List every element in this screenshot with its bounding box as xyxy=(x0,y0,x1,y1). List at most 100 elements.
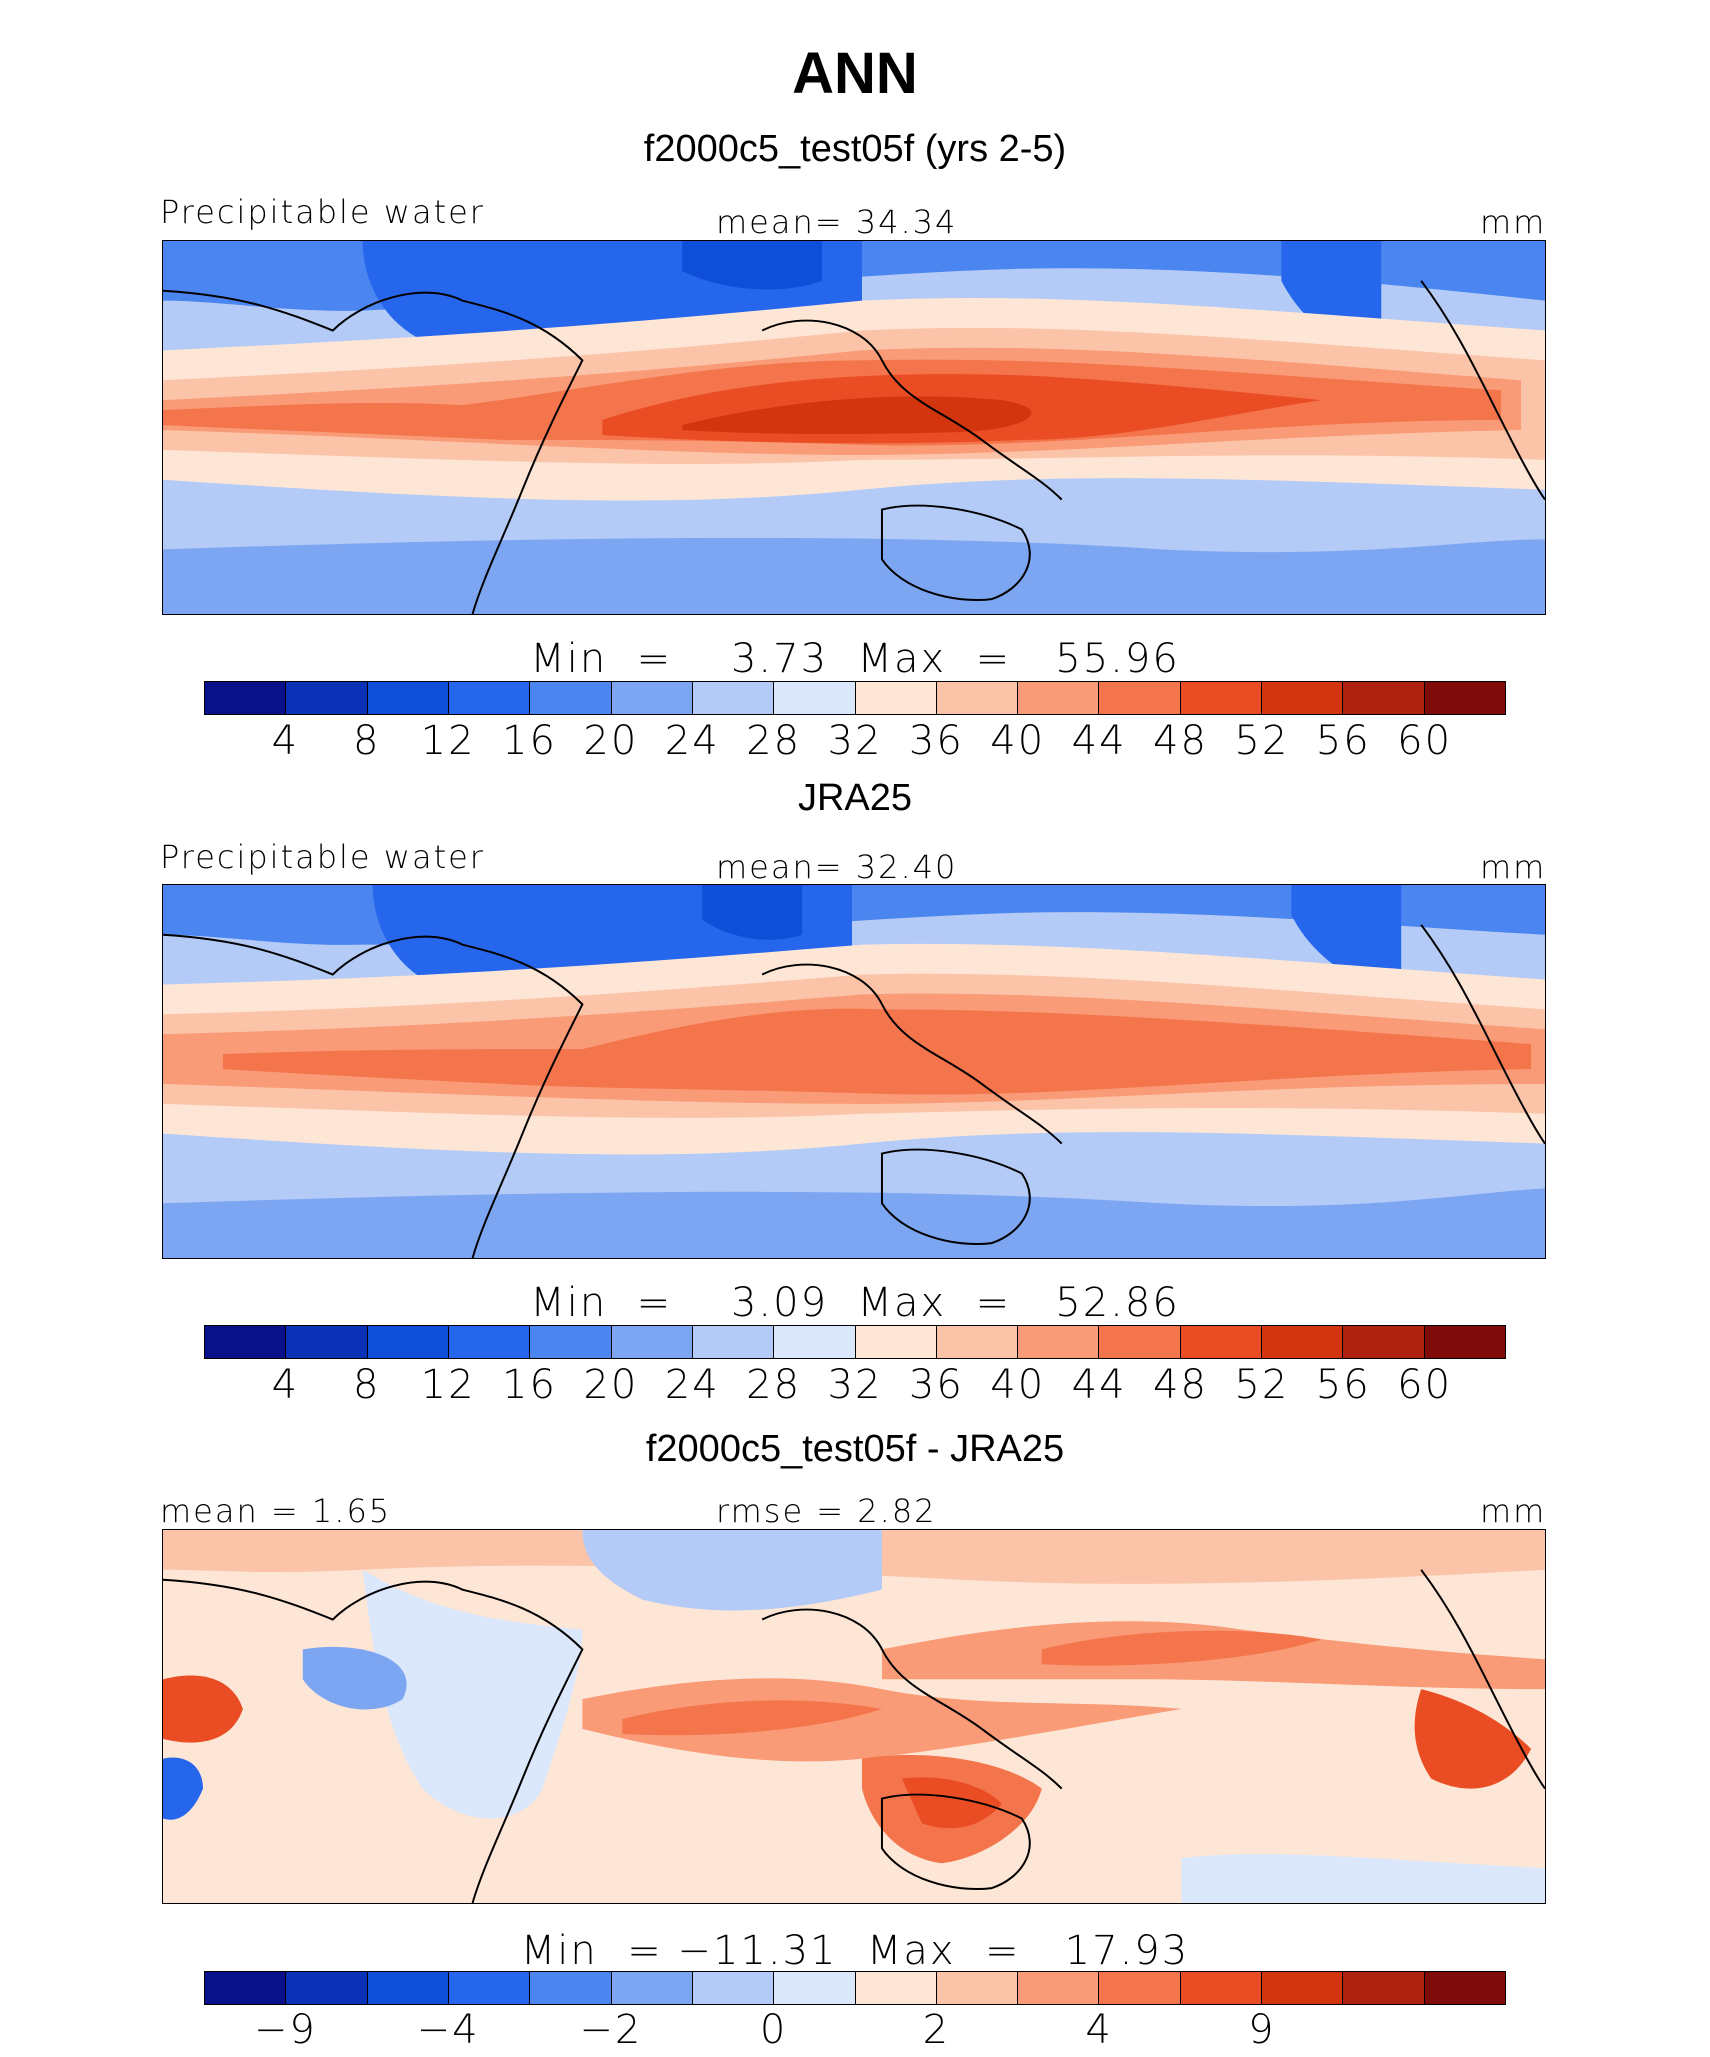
colorbar-tick-label: 4 xyxy=(1085,2007,1113,2053)
colorbar-ticks: 4 8 12 16 20 24 28 32 36 40 44 48 52 56 60 xyxy=(0,1362,1710,1412)
colorbar xyxy=(204,681,1506,715)
colorbar-tick-label: 24 xyxy=(664,718,720,764)
colorbar-tick-label: 28 xyxy=(746,1362,802,1408)
field-label: Precipitable water xyxy=(160,193,485,231)
colorbar-swatch xyxy=(611,682,693,714)
colorbar-tick-label: 12 xyxy=(420,1362,476,1408)
colorbar-swatch xyxy=(692,1972,775,2004)
colorbar-tick-label: 40 xyxy=(990,718,1046,764)
colorbar-tick-label: 4 xyxy=(271,1362,300,1408)
colorbar-swatch xyxy=(1424,1326,1505,1358)
colorbar-swatch xyxy=(448,1972,531,2004)
mean-label: mean = 1.65 xyxy=(160,1492,392,1530)
units-label: mm xyxy=(1480,203,1547,241)
colorbar-tick-label: 40 xyxy=(990,1362,1046,1408)
colorbar-tick-label: 36 xyxy=(908,1362,964,1408)
colorbar-swatch xyxy=(367,1972,449,2004)
colorbar-swatch xyxy=(855,1326,937,1358)
colorbar-swatch xyxy=(530,682,612,714)
colorbar-swatch xyxy=(205,1326,287,1358)
colorbar-swatch xyxy=(286,682,368,714)
colorbar-tick-label: −4 xyxy=(416,2007,480,2053)
colorbar-tick-label: 2 xyxy=(922,2007,951,2053)
colorbar-ticks: 4 8 12 16 20 24 28 32 36 40 44 48 52 56 60 xyxy=(0,718,1710,768)
colorbar-tick-label: 56 xyxy=(1315,718,1371,764)
colorbar-tick-label: 48 xyxy=(1153,1362,1208,1408)
units-label: mm xyxy=(1480,1492,1547,1530)
colorbar xyxy=(204,1971,1506,2005)
colorbar-tick-label: 48 xyxy=(1153,718,1208,764)
colorbar-swatch xyxy=(1018,1972,1100,2004)
mean-label: mean= 32.40 xyxy=(716,848,958,886)
min-max-label: Min = −11.31 Max = 17.93 xyxy=(520,1928,1190,1974)
colorbar-tick-label: −2 xyxy=(579,2007,643,2053)
mean-label: mean= 34.34 xyxy=(716,203,958,241)
colorbar-tick-label: 16 xyxy=(502,1362,557,1408)
colorbar-tick-label: 9 xyxy=(1248,2007,1276,2053)
min-max-label: Min = 3.09 Max = 52.86 xyxy=(530,1280,1180,1326)
min-max-label: Min = 3.73 Max = 55.96 xyxy=(530,636,1180,682)
colorbar-swatch xyxy=(367,682,449,714)
colorbar-tick-label: 20 xyxy=(583,1362,639,1408)
colorbar-tick-label: 8 xyxy=(353,1362,381,1408)
colorbar-tick-label: 24 xyxy=(664,1362,720,1408)
panel-title: f2000c5_test05f (yrs 2-5) xyxy=(643,128,1067,170)
colorbar-tick-label: 32 xyxy=(827,718,883,764)
colorbar-swatch xyxy=(530,1972,612,2004)
colorbar-tick-label: 36 xyxy=(908,718,964,764)
colorbar xyxy=(204,1325,1506,1359)
colorbar-swatch xyxy=(1343,682,1425,714)
colorbar-tick-label: 44 xyxy=(1071,1362,1127,1408)
colorbar-tick-label: 60 xyxy=(1397,718,1453,764)
colorbar-swatch xyxy=(692,1326,775,1358)
colorbar-tick-label: 56 xyxy=(1315,1362,1371,1408)
colorbar-swatch xyxy=(1180,1326,1263,1358)
colorbar-swatch xyxy=(1343,1326,1425,1358)
colorbar-swatch xyxy=(286,1972,368,2004)
colorbar-tick-label: 20 xyxy=(583,718,639,764)
colorbar-swatch xyxy=(692,682,775,714)
colorbar-swatch xyxy=(855,1972,937,2004)
colorbar-swatch xyxy=(936,682,1019,714)
colorbar-tick-label: −9 xyxy=(253,2007,317,2053)
map-model xyxy=(162,240,1546,615)
colorbar-swatch xyxy=(1180,1972,1263,2004)
colorbar-swatch xyxy=(1180,682,1263,714)
colorbar-swatch xyxy=(1424,682,1505,714)
rmse-label: rmse = 2.82 xyxy=(716,1492,937,1530)
colorbar-swatch xyxy=(1099,682,1181,714)
colorbar-swatch xyxy=(855,682,937,714)
colorbar-swatch xyxy=(1343,1972,1425,2004)
colorbar-tick-label: 16 xyxy=(502,718,557,764)
colorbar-tick-label: 28 xyxy=(746,718,802,764)
colorbar-tick-label: 52 xyxy=(1234,718,1290,764)
colorbar-swatch xyxy=(205,1972,287,2004)
figure-title: ANN xyxy=(792,41,918,106)
colorbar-swatch xyxy=(611,1326,693,1358)
map-diff xyxy=(162,1529,1546,1904)
colorbar-swatch xyxy=(936,1972,1019,2004)
colorbar-swatch xyxy=(1099,1972,1181,2004)
colorbar-swatch xyxy=(530,1326,612,1358)
colorbar-swatch xyxy=(1262,682,1344,714)
colorbar-swatch xyxy=(1018,1326,1100,1358)
field-label: Precipitable water xyxy=(160,838,485,876)
colorbar-ticks: −9 −4 −2 0 2 4 9 xyxy=(0,2007,1710,2057)
colorbar-swatch xyxy=(936,1326,1019,1358)
units-label: mm xyxy=(1480,848,1547,886)
colorbar-swatch xyxy=(205,682,287,714)
colorbar-tick-label: 44 xyxy=(1071,718,1127,764)
colorbar-tick-label: 8 xyxy=(353,718,381,764)
colorbar-swatch xyxy=(774,682,856,714)
colorbar-swatch xyxy=(1262,1972,1344,2004)
colorbar-swatch xyxy=(774,1326,856,1358)
colorbar-swatch xyxy=(1018,682,1100,714)
colorbar-swatch xyxy=(1424,1972,1505,2004)
colorbar-swatch xyxy=(611,1972,693,2004)
panel-title: JRA25 xyxy=(797,777,913,819)
colorbar-tick-label: 52 xyxy=(1234,1362,1290,1408)
colorbar-tick-label: 60 xyxy=(1397,1362,1453,1408)
panel-title: f2000c5_test05f - JRA25 xyxy=(645,1428,1065,1470)
colorbar-swatch xyxy=(1262,1326,1344,1358)
colorbar-swatch xyxy=(448,1326,531,1358)
